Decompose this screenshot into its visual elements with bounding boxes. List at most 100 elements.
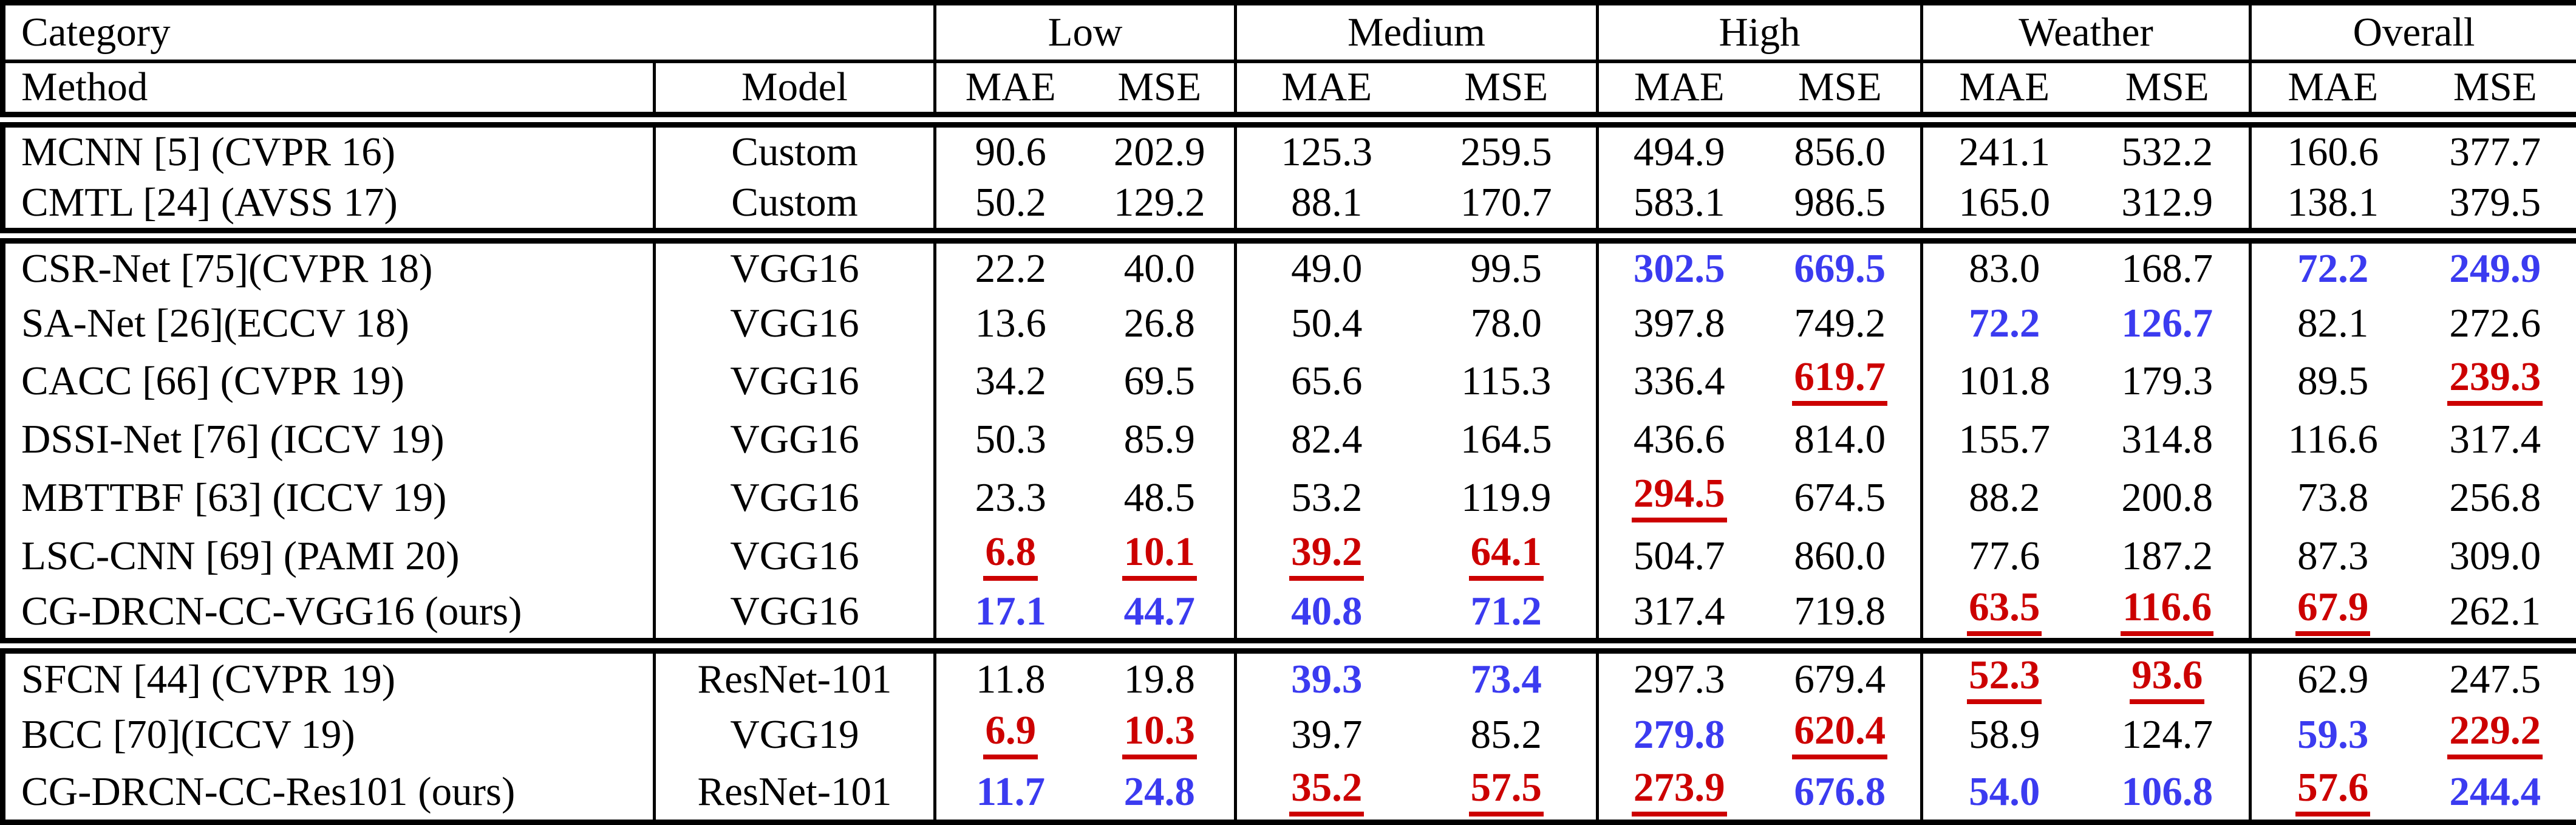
method-cell: CG-DRCN-CC-VGG16 (ours) (3, 586, 655, 646)
metric-value: 62.9 (2297, 657, 2369, 702)
metric-value: 82.4 (1291, 417, 1363, 462)
metric-value: 67.9 (2295, 587, 2371, 637)
metric-cell: 19.8 (1085, 637, 1236, 706)
metric-cell: 10.1 (1085, 527, 1236, 586)
metric-value: 170.7 (1460, 180, 1552, 225)
metric-cell: 168.7 (2085, 228, 2251, 295)
model-name: VGG16 (730, 417, 859, 462)
metric-value: 116.6 (2288, 417, 2378, 462)
group-header-overall: Overall (2249, 2, 2576, 63)
model-name: Custom (731, 129, 858, 175)
metric-value: 719.8 (1794, 589, 1886, 634)
metric-value: 59.3 (2297, 712, 2369, 758)
method-name: MBTTBF [63] (ICCV 19) (21, 475, 447, 521)
metric-value: 124.7 (2121, 712, 2213, 758)
metric-value: 11.7 (976, 769, 1046, 814)
metric-cell: 106.8 (2086, 764, 2251, 822)
metric-value: 239.3 (2447, 357, 2543, 406)
metric-value: 35.2 (1289, 767, 1365, 816)
metric-cell: 69.5 (1085, 352, 1236, 411)
metric-cell: 23.3 (933, 468, 1085, 527)
metric-cell: 297.3 (1596, 637, 1760, 706)
metric-cell: 126.7 (2086, 294, 2251, 352)
table-row: MCNN [5] (CVPR 16) Custom 90.6 202.9 125.3 25… (3, 119, 2576, 178)
metric-cell: 986.5 (1760, 177, 1922, 236)
metric-cell: 72.2 (2249, 228, 2414, 295)
metric-cell: 101.8 (1920, 352, 2086, 411)
metric-value: 26.8 (1123, 300, 1195, 346)
metric-cell: 63.5 (1920, 585, 2086, 646)
model-cell: VGG16 (653, 585, 935, 646)
metric-value: 202.9 (1113, 129, 1205, 175)
metric-value: 50.2 (975, 180, 1046, 225)
metric-cell: 125.3 (1234, 119, 1417, 178)
metric-value: 10.1 (1122, 532, 1197, 581)
metric-cell: 83.0 (1920, 228, 2086, 295)
table-row: SFCN [44] (CVPR 19) ResNet-101 11.8 19.8 39.… (2, 637, 2576, 706)
metric-cell: 93.6 (2085, 637, 2251, 706)
metric-cell: 187.2 (2086, 527, 2251, 586)
model-cell: Custom (653, 119, 935, 178)
metric-cell: 170.7 (1417, 177, 1598, 236)
metric-cell: 679.4 (1759, 637, 1922, 706)
model-name: Custom (731, 180, 858, 225)
metric-cell: 314.8 (2086, 411, 2251, 469)
metric-cell: 90.6 (933, 119, 1085, 178)
metric-value: 39.2 (1289, 532, 1365, 581)
metric-value: 71.2 (1470, 589, 1542, 634)
table-row: DSSI-Net [76] (ICCV 19) VGG16 50.3 85.9 82.4… (3, 410, 2576, 469)
metric-cell: 17.1 (933, 585, 1085, 646)
mse-header-medium: MSE (1416, 61, 1598, 128)
metric-value: 17.1 (975, 589, 1046, 634)
metric-cell: 85.9 (1085, 411, 1236, 469)
table-row: LSC-CNN [69] (PAMI 20) VGG16 6.8 10.1 39.2 64… (3, 527, 2576, 586)
metric-value: 72.2 (1969, 300, 2040, 346)
model-name: VGG16 (730, 589, 859, 634)
metric-value: 40.0 (1123, 246, 1195, 292)
metric-value: 6.9 (983, 710, 1038, 760)
group-header-low: Low (933, 2, 1236, 63)
mse-header-low: MSE (1085, 61, 1236, 128)
metric-cell: 241.1 (1920, 119, 2086, 178)
metric-cell: 50.2 (933, 177, 1085, 236)
metric-value: 85.9 (1123, 417, 1195, 462)
metric-cell: 82.4 (1234, 410, 1417, 469)
metric-value: 494.9 (1633, 129, 1725, 175)
group-header-weather: Weather (1920, 2, 2251, 63)
metric-cell: 34.2 (933, 352, 1085, 411)
metric-value: 78.0 (1470, 300, 1542, 346)
metric-cell: 249.9 (2414, 228, 2576, 295)
metric-cell: 35.2 (1234, 764, 1417, 823)
method-name: CG-DRCN-CC-Res101 (ours) (21, 769, 516, 814)
metric-cell: 65.6 (1234, 352, 1417, 411)
method-cell: MBTTBF [63] (ICCV 19) (3, 469, 655, 527)
model-cell: VGG16 (653, 352, 935, 411)
metric-cell: 50.4 (1234, 294, 1417, 352)
metric-cell: 165.0 (1920, 177, 2086, 236)
metric-cell: 200.8 (2086, 469, 2251, 527)
method-cell: CACC [66] (CVPR 19) (3, 352, 655, 411)
metric-value: 256.8 (2449, 475, 2541, 521)
metric-cell: 138.1 (2249, 177, 2414, 236)
metric-value: 229.2 (2447, 710, 2543, 760)
metric-value: 679.4 (1794, 657, 1886, 702)
metric-cell: 64.1 (1417, 527, 1598, 586)
metric-value: 34.2 (975, 358, 1046, 404)
metric-value: 72.2 (2297, 246, 2369, 292)
table-row: MBTTBF [63] (ICCV 19) VGG16 23.3 48.5 53.2 11… (3, 468, 2576, 527)
model-name: VGG16 (730, 246, 859, 292)
metric-value: 82.1 (2297, 300, 2369, 346)
metric-value: 106.8 (2121, 769, 2213, 814)
metric-value: 99.5 (1470, 246, 1542, 292)
model-name: VGG16 (730, 533, 859, 579)
metric-cell: 57.6 (2249, 764, 2414, 823)
metric-value: 856.0 (1794, 129, 1886, 175)
metric-value: 241.1 (1958, 129, 2051, 175)
metric-value: 244.4 (2449, 769, 2541, 814)
metric-value: 40.8 (1291, 589, 1363, 634)
metric-cell: 57.5 (1417, 764, 1598, 822)
table-row: CG-DRCN-CC-Res101 (ours) ResNet-101 11.7 24… (3, 764, 2576, 823)
metric-value: 312.9 (2121, 180, 2213, 225)
metric-cell: 860.0 (1760, 527, 1922, 586)
metric-value: 22.2 (975, 246, 1046, 292)
